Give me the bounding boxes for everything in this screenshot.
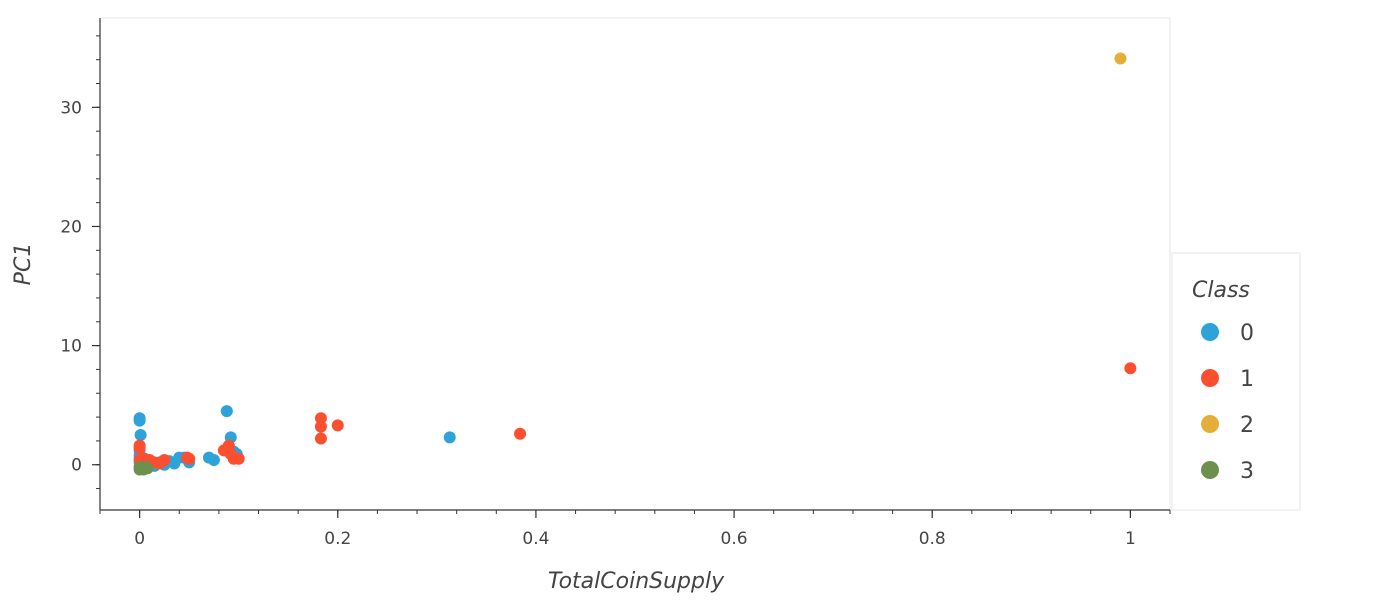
y-tick-label: 30: [60, 98, 82, 118]
data-point-class-1: [314, 420, 327, 433]
data-point-class-0: [443, 431, 456, 444]
x-tick-label: 0: [134, 529, 145, 549]
x-tick-label: 1: [1125, 529, 1136, 549]
data-point-class-1: [314, 432, 327, 445]
y-axis-title: PC1: [11, 243, 36, 286]
data-points: [133, 52, 1137, 476]
data-point-class-0: [133, 414, 146, 427]
data-point-class-0: [207, 453, 220, 466]
legend-label-class-0: 0: [1240, 321, 1254, 346]
data-point-class-1: [183, 452, 196, 465]
data-point-class-0: [134, 428, 147, 441]
y-tick-label: 0: [71, 456, 82, 476]
legend-label-class-3: 3: [1240, 459, 1254, 484]
data-point-class-0: [220, 405, 233, 418]
data-point-class-1: [1124, 362, 1137, 375]
x-axis-title: TotalCoinSupply: [548, 569, 725, 594]
data-point-class-1: [158, 453, 171, 466]
legend: Class 0 1 2 3: [1171, 252, 1301, 511]
data-point-class-1: [331, 419, 344, 432]
data-point-class-2: [1114, 52, 1127, 65]
plot-frame: [99, 17, 1171, 511]
legend-marker-class-0: [1201, 323, 1219, 341]
legend-box: [1171, 252, 1301, 511]
x-tick-label: 0.6: [721, 529, 748, 549]
data-point-class-1: [133, 442, 146, 455]
legend-label-class-2: 2: [1240, 413, 1254, 438]
x-tick-label: 0.2: [324, 529, 351, 549]
legend-marker-class-2: [1201, 415, 1219, 433]
y-tick-label: 10: [60, 337, 82, 357]
data-point-class-1: [314, 412, 327, 425]
y-axis: 0 10 20 30: [60, 18, 101, 510]
x-axis: 0 0.2 0.4 0.6 0.8 1: [99, 509, 1171, 549]
legend-marker-class-1: [1201, 369, 1219, 387]
legend-label-class-1: 1: [1240, 367, 1254, 392]
data-point-class-3: [141, 462, 154, 475]
data-point-class-1: [232, 452, 245, 465]
data-point-class-1: [514, 427, 527, 440]
legend-marker-class-3: [1201, 461, 1219, 479]
x-tick-label: 0.8: [919, 529, 946, 549]
legend-title: Class: [1192, 278, 1250, 303]
y-tick-label: 20: [60, 217, 82, 237]
x-tick-label: 0.4: [522, 529, 549, 549]
